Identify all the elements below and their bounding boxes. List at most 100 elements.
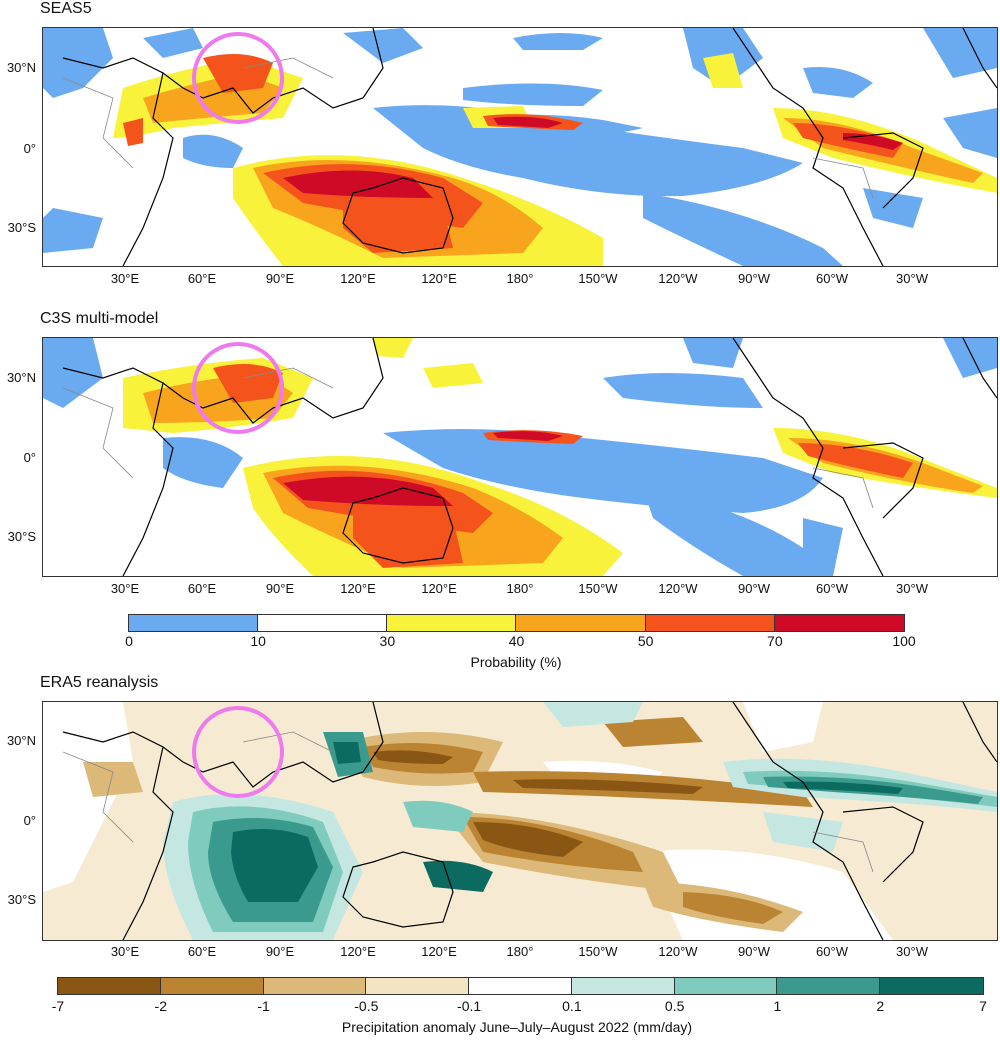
probability-colorbar	[128, 614, 905, 632]
highlight-circle	[192, 32, 284, 124]
lon-label: 90°E	[265, 944, 295, 959]
colorbar-tick-label: 1	[773, 998, 782, 1014]
lon-label: 180°	[506, 271, 534, 286]
panel-title-c3s: C3S multi-model	[40, 310, 159, 327]
colorbar-segment	[645, 615, 775, 631]
country-borders	[62, 731, 874, 873]
map-c3s	[42, 337, 998, 577]
colorbar-segment	[58, 978, 161, 994]
colorbar-tick-label: 0	[125, 633, 133, 649]
colorbar-tick-label: -0.1	[457, 998, 482, 1014]
lon-label: 120°E	[421, 581, 457, 596]
lon-label: 60°W	[816, 581, 848, 596]
lat-label-0: 0°	[23, 141, 36, 156]
lon-label: 30°W	[896, 271, 928, 286]
lon-label: 180°	[506, 944, 534, 959]
negative-anomaly-strong	[373, 750, 703, 857]
colorbar-tick-label: -1	[257, 998, 270, 1014]
colorbar-segment	[258, 615, 388, 631]
colorbar-segment	[571, 978, 675, 994]
highlight-circle	[192, 342, 284, 434]
anomaly-colorbar	[57, 977, 984, 995]
lon-label: 90°E	[265, 271, 295, 286]
lon-label: 60°E	[187, 581, 217, 596]
lon-label: 30°E	[110, 271, 140, 286]
coastlines	[62, 338, 997, 576]
panel-title-era5: ERA5 reanalysis	[40, 674, 159, 691]
colorbar-segment	[387, 615, 517, 631]
below-normal-regions	[43, 338, 997, 576]
lat-label-30s: 30°S	[7, 529, 36, 544]
lon-label: 180°	[506, 581, 534, 596]
colorbar-segment	[263, 978, 367, 994]
above-normal-highest	[283, 431, 563, 506]
lat-label-30s: 30°S	[7, 220, 36, 235]
lat-label-30n: 30°N	[6, 60, 36, 75]
colorbar-segment	[129, 615, 259, 631]
lon-label: 90°W	[738, 581, 770, 596]
colorbar-segment	[366, 978, 470, 994]
panel-title-seas5: SEAS5	[40, 0, 92, 17]
lon-label: 60°E	[187, 271, 217, 286]
lon-label: 90°W	[738, 944, 770, 959]
probability-colorbar-label: Probability (%)	[470, 654, 562, 670]
lon-label: 90°E	[265, 581, 295, 596]
colorbar-segment	[777, 978, 881, 994]
lat-label-0: 0°	[23, 450, 36, 465]
seas5-probability-map	[43, 28, 997, 266]
lon-label: 120°E	[340, 944, 376, 959]
lon-label: 60°E	[187, 944, 217, 959]
positive-anomaly-strongest	[231, 742, 903, 902]
lon-label: 120°E	[421, 944, 457, 959]
colorbar-tick-label: 70	[767, 633, 783, 649]
colorbar-tick-label: 0.1	[562, 998, 582, 1014]
map-seas5	[42, 27, 998, 267]
colorbar-tick-label: -0.5	[354, 998, 379, 1014]
lon-label: 60°W	[816, 944, 848, 959]
colorbar-tick-label: -7	[51, 998, 65, 1014]
colorbar-segment	[774, 615, 904, 631]
lon-label: 120°W	[658, 581, 698, 596]
colorbar-segment	[674, 978, 778, 994]
colorbar-tick-label: 40	[508, 633, 525, 649]
colorbar-segment	[469, 978, 572, 994]
above-normal-highest	[283, 116, 903, 198]
country-borders	[62, 367, 874, 509]
lon-label: 150°W	[578, 271, 618, 286]
colorbar-tick-label: 7	[979, 998, 987, 1014]
lon-label: 120°E	[340, 271, 376, 286]
lon-label: 30°W	[896, 944, 928, 959]
colorbar-segment	[160, 978, 264, 994]
coastlines	[62, 702, 997, 940]
colorbar-tick-label: 10	[250, 633, 266, 649]
anomaly-colorbar-label: Precipitation anomaly June–July–August 2…	[341, 1019, 693, 1035]
lon-label: 30°E	[110, 944, 140, 959]
lat-label-0: 0°	[23, 813, 36, 828]
highlight-circle	[192, 706, 284, 798]
lon-label: 120°W	[658, 271, 698, 286]
lon-label: 150°W	[578, 581, 618, 596]
lon-label: 30°W	[896, 581, 928, 596]
lat-label-30s: 30°S	[7, 892, 36, 907]
colorbar-tick-label: 0.5	[664, 998, 685, 1014]
c3s-probability-map	[43, 338, 997, 576]
lon-label: 90°W	[738, 271, 770, 286]
lon-label: 150°W	[578, 944, 618, 959]
colorbar-tick-label: -2	[154, 998, 167, 1014]
lon-label: 30°E	[110, 581, 140, 596]
country-borders	[62, 57, 874, 199]
map-era5	[42, 701, 998, 941]
lon-label: 120°E	[340, 581, 376, 596]
colorbar-tick-label: 100	[892, 633, 916, 649]
lon-label: 60°W	[816, 271, 848, 286]
lat-label-30n: 30°N	[6, 733, 36, 748]
lat-label-30n: 30°N	[6, 370, 36, 385]
colorbar-tick-label: 2	[876, 998, 885, 1014]
colorbar-segment	[516, 615, 646, 631]
lon-label: 120°W	[658, 944, 698, 959]
colorbar-segment	[880, 978, 983, 994]
colorbar-tick-label: 30	[379, 633, 396, 649]
era5-anomaly-map	[43, 702, 997, 940]
colorbar-tick-label: 50	[637, 633, 654, 649]
lon-label: 120°E	[421, 271, 457, 286]
